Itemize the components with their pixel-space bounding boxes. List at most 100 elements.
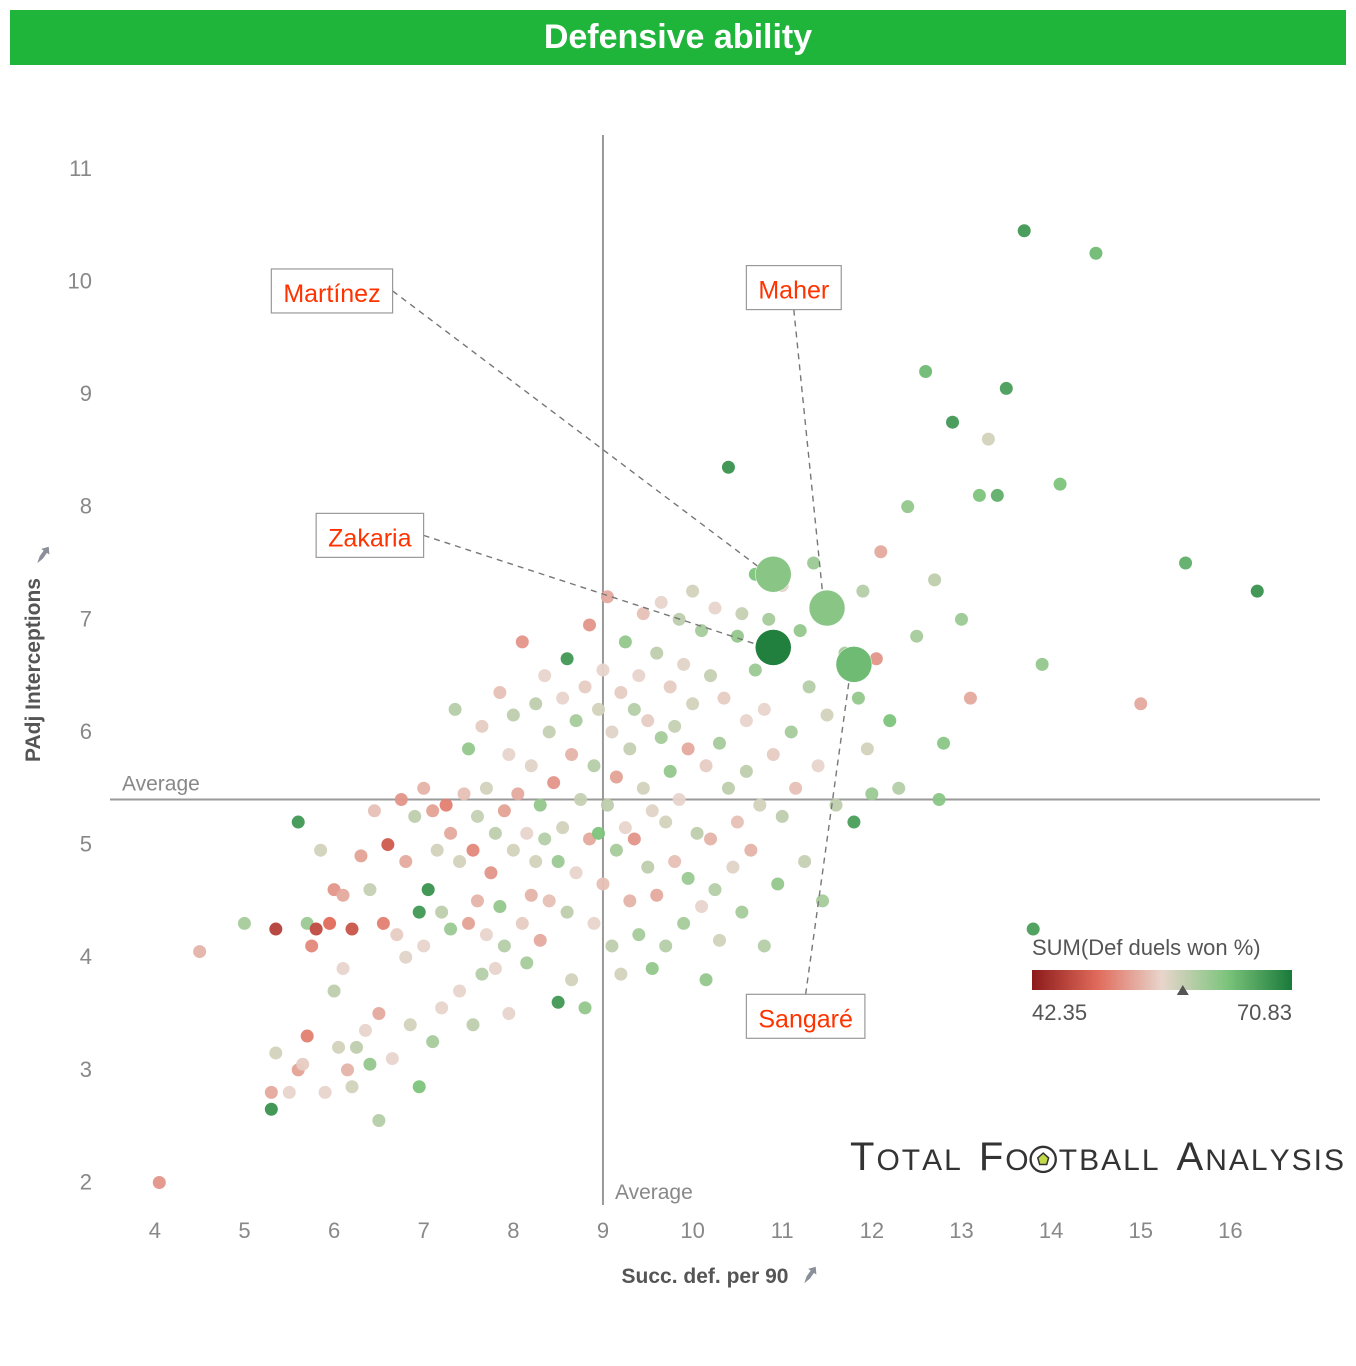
data-point [650,647,663,660]
data-point [449,703,462,716]
data-point [596,664,609,677]
data-point [646,962,659,975]
svg-text:S: S [1324,1144,1345,1177]
data-point [323,917,336,930]
data-point [637,782,650,795]
data-point [337,962,350,975]
svg-text:F: F [979,1135,1004,1179]
y-tick: 6 [80,719,92,744]
data-point [417,782,430,795]
data-point [292,816,305,829]
data-point [538,669,551,682]
data-point [717,692,730,705]
y-tick: 7 [80,606,92,631]
svg-text:T: T [1059,1144,1078,1177]
data-point [556,692,569,705]
data-point [605,725,618,738]
data-point [901,500,914,513]
data-point [632,669,645,682]
data-point [610,844,623,857]
data-point [1018,224,1031,237]
y-tick: 10 [68,268,92,293]
data-point [767,748,780,761]
x-tick: 15 [1128,1218,1152,1243]
data-point [1179,557,1192,570]
data-point [686,697,699,710]
data-point [408,810,421,823]
data-point [480,782,493,795]
y-tick: 11 [69,156,92,181]
data-point [946,416,959,429]
data-point [785,725,798,738]
x-tick: 12 [860,1218,884,1243]
data-point [803,680,816,693]
svg-text:Y: Y [1270,1144,1291,1177]
data-point [350,1041,363,1054]
data-point [794,624,807,637]
data-point [726,861,739,874]
x-tick: 10 [680,1218,704,1243]
data-point [493,686,506,699]
data-point [807,557,820,570]
data-point [776,810,789,823]
callout-label-maher: Maher [758,277,829,305]
data-point [982,433,995,446]
data-point [910,630,923,643]
data-point [735,906,748,919]
data-point [507,709,520,722]
data-point [789,782,802,795]
data-point [390,928,403,941]
svg-text:A: A [1101,1144,1122,1177]
data-point [341,1063,354,1076]
data-point [386,1052,399,1065]
data-point [538,832,551,845]
data-point [520,827,533,840]
y-tick: 8 [80,494,92,519]
data-point [695,900,708,913]
data-point [368,804,381,817]
svg-text:I: I [1314,1144,1323,1177]
data-point [565,973,578,986]
svg-text:L: L [944,1144,962,1177]
data-point [686,585,699,598]
data-point [592,827,605,840]
data-point [319,1086,332,1099]
data-point [601,799,614,812]
data-point [641,861,654,874]
data-point [596,878,609,891]
data-point [892,782,905,795]
data-point [543,725,556,738]
data-point [610,771,623,784]
data-point [731,816,744,829]
data-point [453,855,466,868]
data-point [413,906,426,919]
data-point [709,602,722,615]
data-point [865,787,878,800]
data-point [798,855,811,868]
data-point [417,939,430,952]
data-point [695,624,708,637]
data-point [301,1030,314,1043]
y-tick: 9 [80,381,92,406]
highlight-martínez [755,556,791,592]
svg-text:O: O [876,1144,900,1177]
x-tick: 4 [149,1218,161,1243]
data-point [475,968,488,981]
data-point [570,866,583,879]
chart-title: Defensive ability [10,10,1346,65]
data-point [955,613,968,626]
data-point [731,630,744,643]
svg-text:O: O [1005,1144,1029,1177]
legend-max: 70.83 [1237,1000,1292,1025]
data-point [722,782,735,795]
data-point [547,776,560,789]
svg-text:S: S [1292,1144,1313,1177]
x-tick: 14 [1039,1218,1063,1243]
data-point [475,720,488,733]
data-point [677,917,690,930]
data-point [1027,923,1040,936]
data-point [588,917,601,930]
data-point [354,849,367,862]
data-point [435,1001,448,1014]
data-point [377,917,390,930]
